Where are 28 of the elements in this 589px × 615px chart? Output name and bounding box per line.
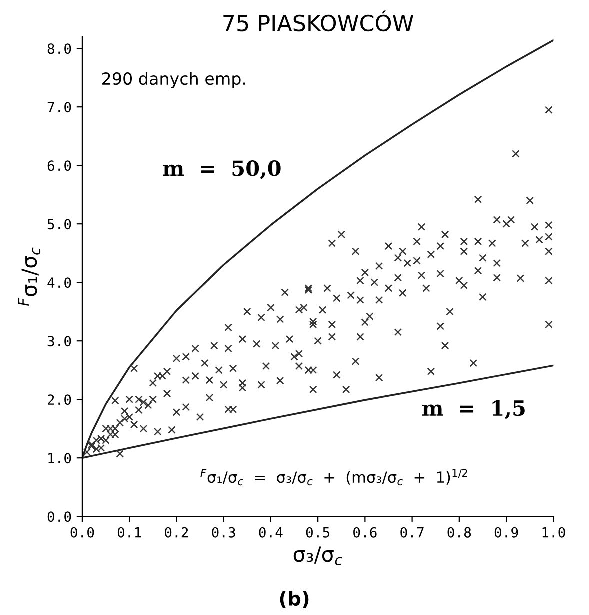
y-tick-label: 1.0: [48, 453, 72, 464]
y-tick-label: 4.0: [48, 278, 72, 288]
x-tick-label: 0.4: [259, 527, 283, 538]
y-axis-title: $^{F}$σ₁/σ$_{c}$: [18, 248, 41, 306]
x-axis-title: σ₃/σ$_{c}$: [294, 546, 343, 566]
text: $^{F}$σ₁/σ$_{c}$ = σ₃/σ$_{c}$ + (mσ₃/σ$_{c}$ + 1)$^{1/2}$: [200, 469, 468, 486]
chart-title: 75 PIASKOWCÓW: [224, 10, 414, 32]
x-tick-label: 0.8: [448, 527, 472, 538]
annotation: 290 danych emp.: [102, 72, 246, 88]
x-tick-label: 1.0: [542, 527, 566, 538]
x-tick-label: 0.0: [70, 527, 94, 538]
x-tick-label: 0.3: [212, 527, 236, 538]
y-tick-label: 5.0: [48, 219, 72, 230]
x-tick-label: 0.1: [118, 527, 142, 538]
annotation: m = 50,0: [163, 160, 281, 180]
y-tick-label: 7.0: [48, 102, 72, 113]
y-tick-label: 6.0: [48, 160, 72, 172]
x-tick-label: 0.6: [354, 527, 377, 538]
y-tick-label: 2.0: [48, 394, 72, 406]
annotation: m = 1,5: [422, 400, 525, 420]
x-tick-label: 0.9: [494, 527, 518, 538]
x-tick-label: 0.7: [400, 527, 424, 538]
text: (b): [280, 591, 309, 608]
y-tick-label: 8.0: [48, 44, 72, 54]
y-tick-label: 3.0: [48, 336, 72, 347]
x-tick-label: 0.5: [306, 527, 330, 538]
y-tick-label: 0.0: [48, 512, 72, 522]
x-tick-label: 0.2: [165, 527, 188, 538]
